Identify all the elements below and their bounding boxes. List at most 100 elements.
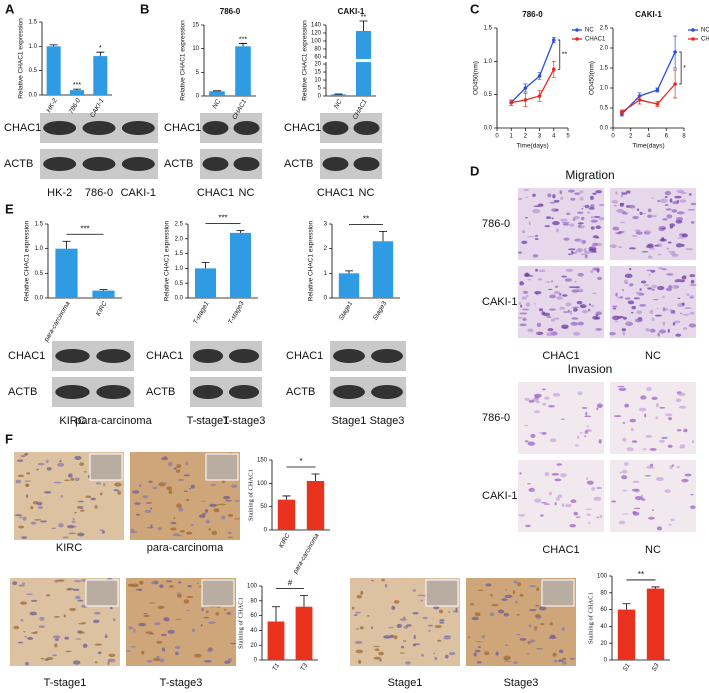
texture-dot (621, 475, 628, 480)
texture-dot (433, 605, 440, 610)
bar (92, 290, 115, 298)
texture-dot (574, 280, 577, 283)
panel-letter: F (5, 431, 13, 446)
y-tick-label: 1.5 (175, 251, 184, 257)
texture-dot (691, 440, 695, 444)
texture-dot (551, 473, 560, 476)
blot-band (353, 157, 380, 171)
texture-dot (569, 310, 573, 315)
inset-image (205, 453, 239, 481)
texture-dot (484, 651, 490, 656)
texture-dot (94, 643, 103, 646)
texture-dot (688, 194, 692, 196)
texture-dot (99, 492, 103, 496)
texture-dot (655, 416, 659, 420)
texture-dot (101, 530, 105, 534)
texture-dot (528, 399, 535, 403)
texture-dot (675, 398, 682, 403)
texture-dot (533, 303, 537, 305)
texture-dot (565, 268, 574, 272)
point (509, 100, 513, 105)
texture-dot (130, 645, 136, 648)
texture-dot (471, 616, 479, 621)
texture-dot (545, 281, 551, 283)
texture-dot (405, 661, 411, 665)
texture-dot (542, 402, 547, 406)
y-tick-label: 60 (600, 607, 607, 613)
point (552, 67, 556, 72)
texture-dot (571, 289, 579, 293)
texture-dot (550, 318, 555, 322)
texture-dot (622, 192, 628, 195)
texture-dot (649, 248, 656, 250)
texture-dot (519, 593, 524, 597)
texture-dot (671, 464, 674, 467)
texture-dot (612, 305, 618, 308)
texture-dot (534, 393, 542, 398)
blot-row-label: ACTB (284, 158, 313, 170)
texture-dot (208, 647, 212, 651)
legend-marker (575, 28, 579, 32)
texture-dot (659, 406, 666, 409)
texture-dot (57, 462, 65, 467)
texture-dot (161, 482, 168, 484)
texture-dot (689, 295, 695, 297)
texture-dot (586, 425, 590, 428)
texture-dot (668, 524, 672, 526)
texture-dot (620, 194, 624, 198)
error-bar (99, 289, 108, 291)
texture-dot (611, 500, 617, 503)
texture-dot (80, 509, 85, 512)
micrograph-col-label: NC (645, 350, 661, 362)
texture-dot (517, 198, 523, 200)
texture-dot (677, 237, 684, 239)
texture-dot (555, 497, 560, 501)
comparison-label: ** (363, 215, 369, 224)
texture-dot (547, 405, 555, 408)
blot-lane-label: KIRC (59, 415, 85, 427)
texture-dot (544, 471, 550, 477)
texture-dot (618, 246, 622, 249)
texture-dot (598, 216, 605, 221)
y-tick-label: 1 (324, 271, 328, 277)
texture-dot (26, 472, 31, 475)
texture-dot (548, 308, 556, 311)
texture-dot (179, 530, 185, 533)
texture-dot (615, 292, 618, 297)
texture-dot (681, 478, 689, 483)
texture-dot (359, 626, 364, 630)
texture-dot (664, 190, 672, 196)
texture-dot (209, 503, 217, 508)
y-axis-label: Relative CHAC1 expression (164, 220, 171, 301)
texture-dot (18, 516, 23, 519)
texture-dot (564, 278, 573, 282)
texture-dot (573, 216, 581, 220)
texture-dot (629, 283, 634, 287)
texture-dot (624, 461, 629, 467)
texture-dot (141, 650, 145, 655)
texture-dot (51, 527, 57, 530)
texture-dot (378, 651, 384, 656)
texture-dot (569, 523, 576, 528)
texture-dot (664, 308, 669, 311)
texture-dot (474, 612, 481, 617)
blot-lane-label: HK-2 (47, 187, 72, 199)
texture-dot (46, 594, 51, 597)
texture-dot (661, 296, 665, 298)
texture-dot (518, 251, 522, 254)
texture-dot (549, 294, 556, 299)
texture-dot (540, 623, 545, 626)
texture-dot (548, 636, 557, 639)
texture-dot (59, 459, 62, 463)
bar (372, 241, 394, 298)
texture-dot (39, 520, 48, 523)
texture-dot (434, 656, 438, 661)
blot-band (82, 157, 116, 171)
texture-dot (143, 612, 148, 615)
texture-dot (17, 474, 24, 478)
texture-dot (521, 296, 528, 300)
texture-dot (356, 595, 363, 599)
y-tick-label: 10 (192, 46, 199, 52)
texture-dot (427, 624, 434, 627)
texture-dot (208, 621, 216, 625)
